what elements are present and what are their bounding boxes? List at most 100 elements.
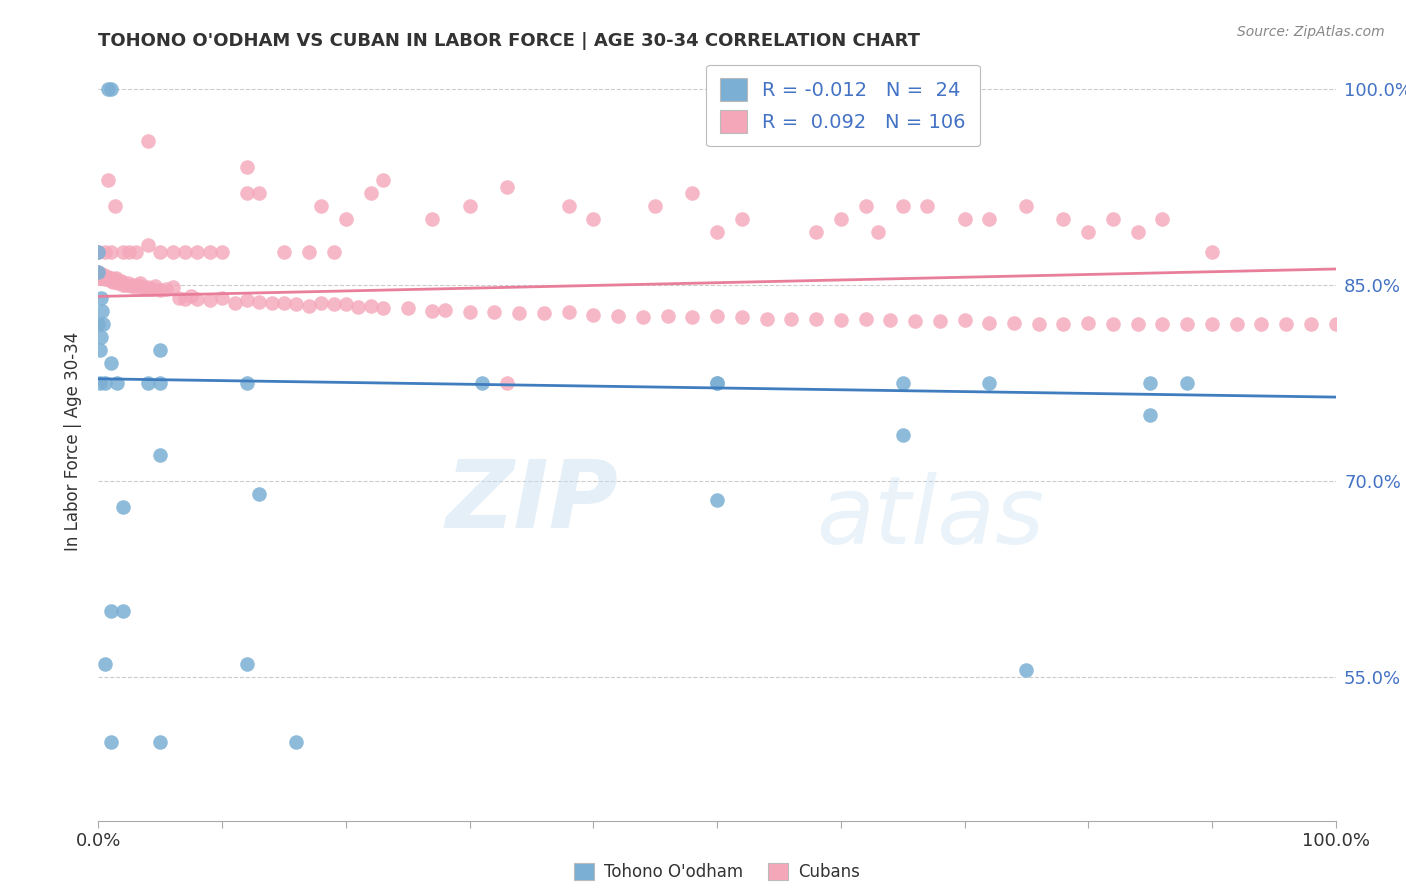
Y-axis label: In Labor Force | Age 30-34: In Labor Force | Age 30-34: [65, 332, 83, 551]
Point: [149, 343, 172, 357]
Point: [607, 309, 630, 323]
Point: [830, 313, 852, 327]
Point: [917, 199, 939, 213]
Point: [124, 280, 146, 294]
Point: [1102, 212, 1125, 227]
Point: [105, 275, 128, 289]
Point: [309, 199, 332, 213]
Point: [112, 500, 135, 514]
Point: [1201, 244, 1223, 259]
Point: [186, 292, 208, 306]
Point: [100, 356, 122, 370]
Point: [100, 605, 122, 619]
Point: [1152, 212, 1174, 227]
Point: [87, 264, 110, 278]
Point: [1052, 212, 1074, 227]
Point: [87, 244, 110, 259]
Point: [1028, 317, 1050, 331]
Point: [681, 186, 703, 201]
Point: [247, 294, 270, 309]
Point: [804, 226, 827, 240]
Point: [1299, 317, 1322, 331]
Point: [360, 186, 382, 201]
Point: [1077, 226, 1099, 240]
Point: [928, 314, 950, 328]
Point: [236, 293, 259, 308]
Point: [396, 301, 419, 316]
Point: [87, 271, 110, 285]
Point: [149, 244, 172, 259]
Point: [143, 279, 166, 293]
Point: [91, 267, 114, 281]
Point: [891, 199, 914, 213]
Point: [804, 311, 827, 326]
Point: [103, 272, 125, 286]
Point: [371, 301, 394, 316]
Point: [149, 376, 172, 390]
Point: [124, 244, 146, 259]
Point: [105, 376, 128, 390]
Point: [533, 306, 555, 320]
Text: ZIP: ZIP: [446, 456, 619, 549]
Text: Source: ZipAtlas.com: Source: ZipAtlas.com: [1237, 25, 1385, 39]
Point: [422, 303, 444, 318]
Point: [260, 296, 283, 310]
Point: [117, 277, 139, 291]
Point: [484, 305, 506, 319]
Point: [93, 657, 115, 671]
Point: [285, 297, 308, 311]
Point: [94, 268, 117, 283]
Point: [309, 296, 332, 310]
Point: [100, 244, 122, 259]
Point: [631, 310, 654, 325]
Point: [706, 376, 728, 390]
Point: [322, 244, 344, 259]
Point: [136, 376, 159, 390]
Point: [97, 272, 120, 286]
Point: [162, 280, 184, 294]
Point: [508, 306, 530, 320]
Point: [149, 283, 172, 297]
Point: [134, 282, 156, 296]
Point: [91, 303, 114, 318]
Point: [458, 305, 481, 319]
Point: [91, 269, 114, 284]
Point: [87, 267, 110, 281]
Point: [89, 269, 111, 284]
Point: [155, 282, 177, 296]
Point: [706, 226, 728, 240]
Point: [706, 493, 728, 508]
Point: [93, 272, 115, 286]
Text: TOHONO O'ODHAM VS CUBAN IN LABOR FORCE | AGE 30-34 CORRELATION CHART: TOHONO O'ODHAM VS CUBAN IN LABOR FORCE |…: [98, 32, 921, 50]
Point: [1077, 316, 1099, 330]
Point: [495, 179, 517, 194]
Point: [1275, 317, 1298, 331]
Point: [89, 271, 111, 285]
Point: [1126, 226, 1149, 240]
Point: [186, 244, 208, 259]
Point: [112, 605, 135, 619]
Point: [103, 275, 125, 289]
Point: [198, 244, 221, 259]
Point: [891, 376, 914, 390]
Point: [236, 376, 259, 390]
Point: [93, 268, 115, 283]
Point: [780, 311, 803, 326]
Point: [644, 199, 666, 213]
Point: [335, 212, 357, 227]
Point: [97, 173, 120, 187]
Point: [1052, 317, 1074, 331]
Point: [136, 280, 159, 294]
Point: [360, 299, 382, 313]
Point: [111, 275, 134, 289]
Point: [1324, 317, 1347, 331]
Point: [471, 376, 494, 390]
Point: [93, 317, 115, 331]
Point: [706, 309, 728, 323]
Point: [90, 330, 112, 344]
Point: [93, 376, 115, 390]
Point: [89, 267, 111, 281]
Point: [1126, 317, 1149, 331]
Point: [93, 269, 115, 284]
Point: [495, 376, 517, 390]
